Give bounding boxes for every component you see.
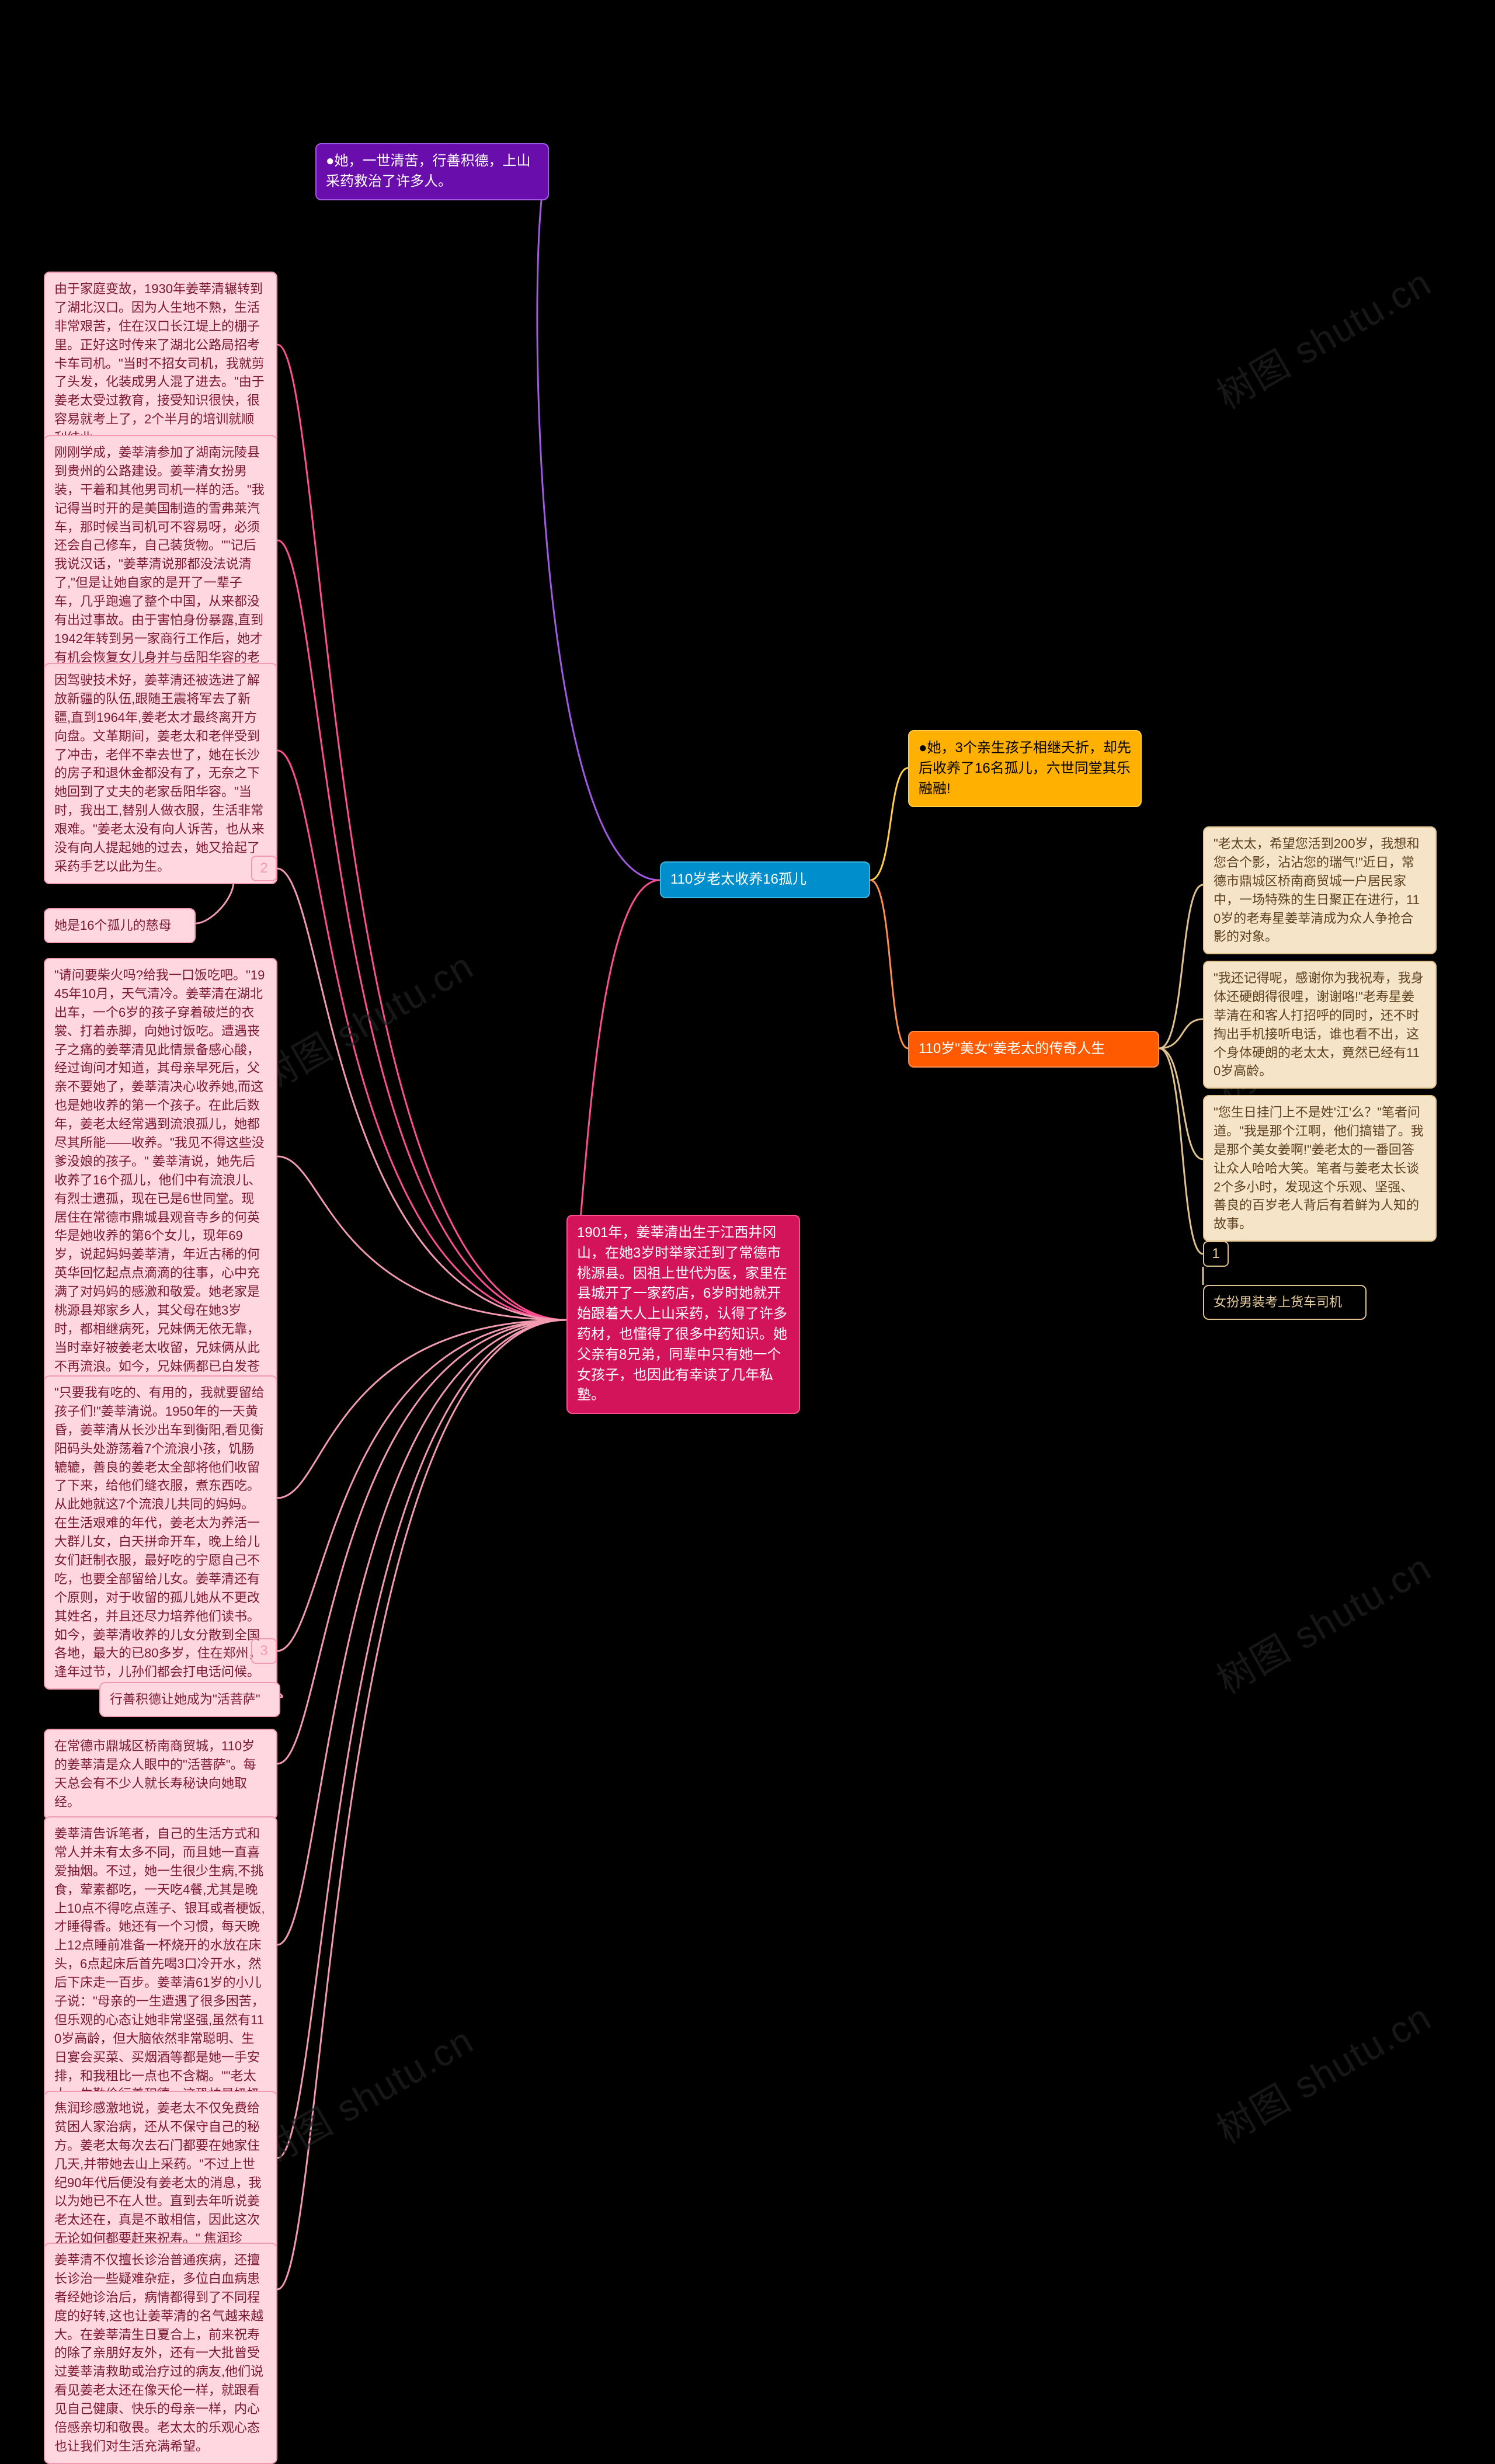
branch-legendary-life[interactable]: 110岁"美女"姜老太的传奇人生 — [908, 1031, 1159, 1068]
num-badge-2: 2 — [251, 856, 277, 881]
pink-note-p1[interactable]: 由于家庭变故，1930年姜莘清辗转到了湖北汉口。因为人生地不熟，生活非常艰苦，住… — [44, 272, 277, 456]
branch-she-cures[interactable]: ●她，一世清苦，行善积德，上山采药救治了许多人。 — [315, 143, 549, 200]
num-badge-3: 3 — [251, 1638, 277, 1664]
pink-note-p4[interactable]: 她是16个孤儿的慈母 — [44, 908, 196, 943]
quote-still-remember[interactable]: "我还记得呢，感谢你为我祝寿，我身体还硬朗得很哩，谢谢咯!"老寿星姜莘清在和客人… — [1203, 961, 1437, 1089]
num-badge-1: 1 — [1203, 1241, 1229, 1267]
watermark: 树图 shutu.cn — [1205, 253, 1440, 420]
quote-surname-jiang[interactable]: "您生日挂门上不是姓'江'么？"笔者问道。"我是那个江啊，他们搞错了。我是那个美… — [1203, 1095, 1437, 1242]
pink-note-p6[interactable]: "只要我有吃的、有用的，我就要留给孩子们!"姜莘清说。1950年的一天黄昏，姜莘… — [44, 1375, 277, 1690]
pink-note-p2[interactable]: 刚刚学成，姜莘清参加了湖南沅陵县到贵州的公路建设。姜莘清女扮男装，干着和其他男司… — [44, 435, 277, 694]
node-biography[interactable]: 1901年，姜莘清出生于江西井冈山，在她3岁时举家迁到了常德市桃源县。因祖上世代… — [566, 1215, 800, 1414]
pink-note-p7[interactable]: 行善积德让她成为"活菩萨" — [99, 1682, 280, 1717]
pink-note-p8[interactable]: 在常德市鼎城区桥南商贸城，110岁的姜莘清是众人眼中的"活菩萨"。每天总会有不少… — [44, 1729, 277, 1820]
root-node[interactable]: 110岁老太收养16孤儿 — [660, 861, 870, 898]
sub-female-driver[interactable]: 女扮男装考上货车司机 — [1203, 1285, 1367, 1320]
pink-note-p11[interactable]: 姜莘清不仅擅长诊治普通疾病，还擅长诊治一些疑难杂症，多位白血病患者经她诊治后，病… — [44, 2243, 277, 2464]
branch-adopts-16[interactable]: ●她，3个亲生孩子相继夭折，却先后收养了16名孤儿，六世同堂其乐融融! — [908, 730, 1142, 807]
watermark: 树图 shutu.cn — [248, 937, 482, 1103]
watermark: 树图 shutu.cn — [248, 2011, 482, 2178]
watermark: 树图 shutu.cn — [1205, 1538, 1440, 1705]
pink-note-p3[interactable]: 因驾驶技术好，姜莘清还被选进了解放新疆的队伍,跟随王震将军去了新疆,直到1964… — [44, 663, 277, 884]
watermark: 树图 shutu.cn — [1205, 1988, 1440, 2154]
quote-birthday-200[interactable]: "老太太，希望您活到200岁，我想和您合个影，沾沾您的瑞气!"近日，常德市鼎城区… — [1203, 826, 1437, 954]
